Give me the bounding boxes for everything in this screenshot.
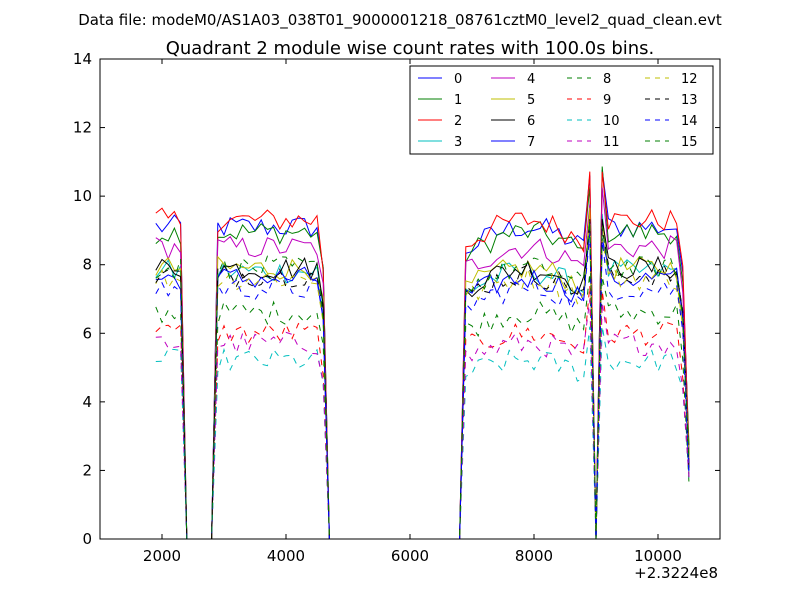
legend-label-15: 15 bbox=[681, 135, 698, 150]
legend-label-10: 10 bbox=[603, 114, 620, 129]
y-tick-label: 8 bbox=[82, 256, 92, 274]
series-line-9 bbox=[155, 285, 690, 540]
legend-label-14: 14 bbox=[681, 114, 698, 129]
legend-label-6: 6 bbox=[527, 114, 535, 129]
series-line-6 bbox=[155, 218, 690, 540]
legend-label-13: 13 bbox=[681, 93, 698, 108]
x-tick-label: 6000 bbox=[391, 547, 429, 565]
y-tick-label: 10 bbox=[73, 187, 92, 205]
legend-frame bbox=[409, 65, 714, 155]
legend-label-7: 7 bbox=[527, 135, 535, 150]
legend-label-1: 1 bbox=[454, 93, 462, 108]
series-line-11 bbox=[155, 299, 690, 540]
series-line-3 bbox=[155, 213, 690, 540]
legend-label-12: 12 bbox=[681, 72, 698, 87]
series-line-0 bbox=[155, 169, 690, 540]
data-file-label: Data file: modeM0/AS1A03_038T01_90000012… bbox=[78, 11, 722, 30]
legend-label-2: 2 bbox=[454, 114, 462, 129]
y-tick-label: 0 bbox=[82, 530, 92, 548]
series-line-1 bbox=[155, 166, 690, 540]
x-tick-label: 8000 bbox=[515, 547, 553, 565]
series-line-10 bbox=[155, 326, 690, 540]
series-line-15 bbox=[155, 221, 690, 540]
series-line-2 bbox=[155, 171, 690, 540]
legend-label-0: 0 bbox=[454, 72, 462, 87]
x-tick-label: 2000 bbox=[143, 547, 181, 565]
legend-label-9: 9 bbox=[603, 93, 611, 108]
series-line-7 bbox=[155, 221, 690, 540]
y-tick-label: 14 bbox=[73, 50, 92, 68]
series-line-8 bbox=[155, 273, 690, 540]
x-axis: 2000 4000 6000 8000 10000 bbox=[143, 59, 682, 565]
y-tick-label: 2 bbox=[82, 461, 92, 479]
chart-title: Quadrant 2 module wise count rates with … bbox=[166, 38, 655, 59]
x-tick-label: 4000 bbox=[267, 547, 305, 565]
series-line-5 bbox=[155, 207, 690, 540]
x-tick-label: 10000 bbox=[634, 547, 682, 565]
y-tick-label: 6 bbox=[82, 324, 92, 342]
legend-label-4: 4 bbox=[527, 72, 535, 87]
legend-label-3: 3 bbox=[454, 135, 462, 150]
x-offset-label: +2.3224e8 bbox=[634, 564, 718, 582]
series-line-4 bbox=[155, 187, 690, 540]
legend-label-11: 11 bbox=[603, 135, 620, 150]
y-tick-label: 4 bbox=[82, 393, 92, 411]
series-line-13 bbox=[155, 219, 690, 540]
plot-area bbox=[155, 166, 690, 540]
legend-label-8: 8 bbox=[603, 72, 611, 87]
y-tick-label: 12 bbox=[73, 119, 92, 137]
legend-label-5: 5 bbox=[527, 93, 535, 108]
